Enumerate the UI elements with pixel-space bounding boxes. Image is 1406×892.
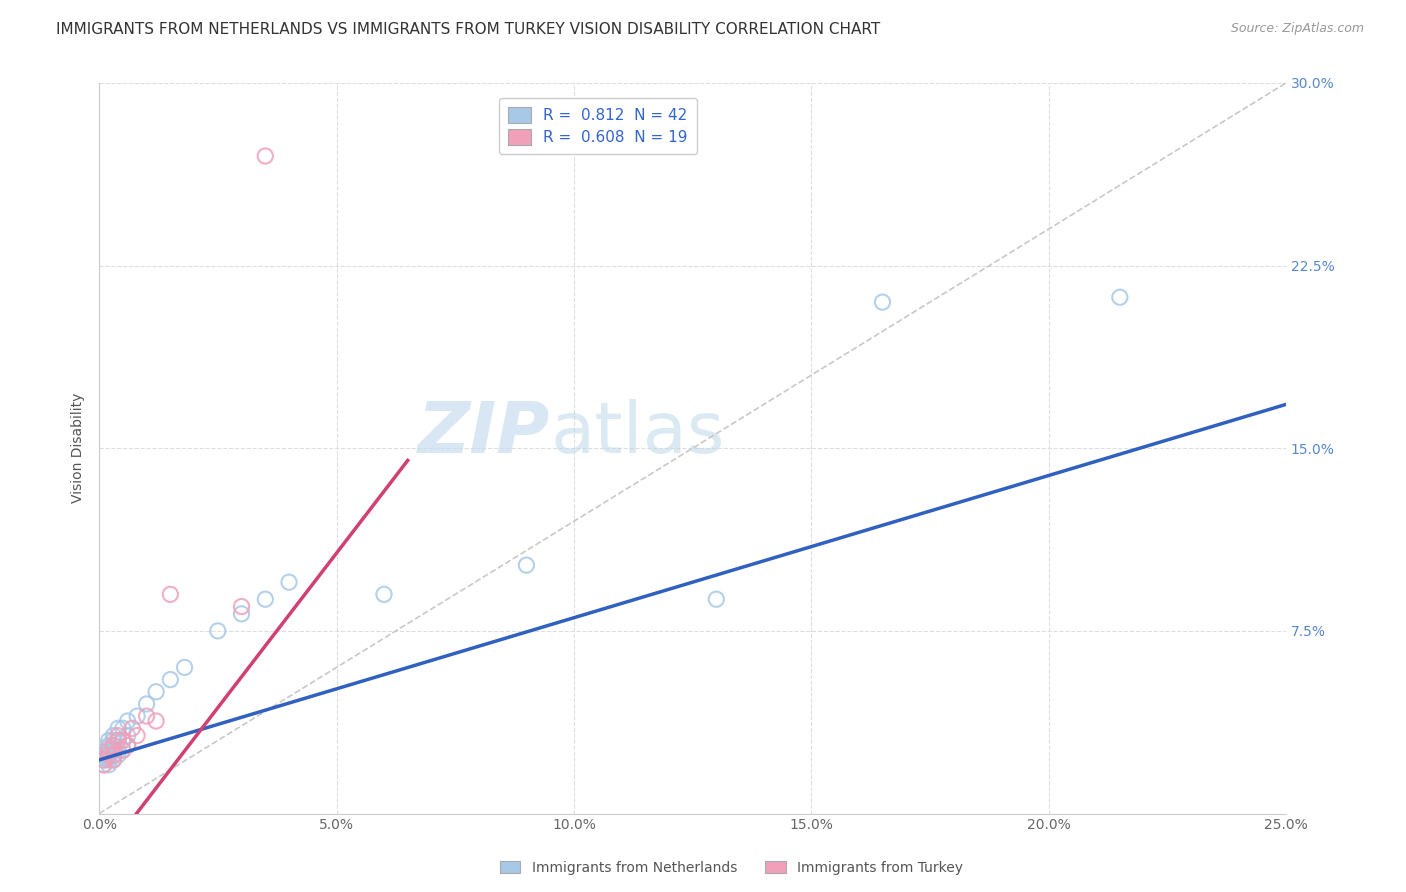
Text: Source: ZipAtlas.com: Source: ZipAtlas.com [1230,22,1364,36]
Point [145,685,167,699]
Point [1108,290,1130,304]
Point [117,739,139,753]
Point [97,739,120,753]
Point [173,660,195,674]
Point [103,733,125,747]
Point [97,753,120,767]
Point [117,729,139,743]
Point [103,753,125,767]
Text: IMMIGRANTS FROM NETHERLANDS VS IMMIGRANTS FROM TURKEY VISION DISABILITY CORRELAT: IMMIGRANTS FROM NETHERLANDS VS IMMIGRANT… [56,22,880,37]
Point [111,743,134,757]
Point [207,624,229,638]
Point [93,748,115,763]
Point [93,753,115,767]
Point [111,733,134,747]
Point [254,149,277,163]
Point [127,729,149,743]
Legend: R =  0.812  N = 42, R =  0.608  N = 19: R = 0.812 N = 42, R = 0.608 N = 19 [499,98,696,154]
Point [97,740,120,755]
Point [872,295,894,310]
Text: atlas: atlas [550,399,724,468]
Point [103,739,125,753]
Point [103,748,125,763]
Point [103,753,125,767]
Point [93,753,115,767]
Point [231,607,253,621]
Point [97,746,120,760]
Point [515,558,537,573]
Point [97,733,120,747]
Point [111,743,134,757]
Point [97,750,120,764]
Point [107,748,129,763]
Point [117,714,139,728]
Point [135,709,157,723]
Point [254,592,277,607]
Point [107,733,129,747]
Point [107,721,129,735]
Point [135,697,157,711]
Point [231,599,253,614]
Point [97,757,120,772]
Point [93,750,115,764]
Point [93,746,115,760]
Point [121,721,143,735]
Point [107,743,129,757]
Point [93,757,115,772]
Point [103,748,125,763]
Y-axis label: Vision Disability: Vision Disability [72,393,86,503]
Point [103,743,125,757]
Point [278,575,301,590]
Point [103,739,125,753]
Legend: Immigrants from Netherlands, Immigrants from Turkey: Immigrants from Netherlands, Immigrants … [494,855,969,880]
Point [103,729,125,743]
Point [373,587,395,601]
Point [159,587,181,601]
Point [704,592,727,607]
Point [117,739,139,753]
Text: ZIP: ZIP [418,399,550,468]
Point [145,714,167,728]
Point [107,733,129,747]
Point [97,743,120,757]
Point [111,721,134,735]
Point [93,757,115,772]
Point [127,709,149,723]
Point [111,733,134,747]
Point [107,729,129,743]
Point [97,748,120,763]
Point [159,673,181,687]
